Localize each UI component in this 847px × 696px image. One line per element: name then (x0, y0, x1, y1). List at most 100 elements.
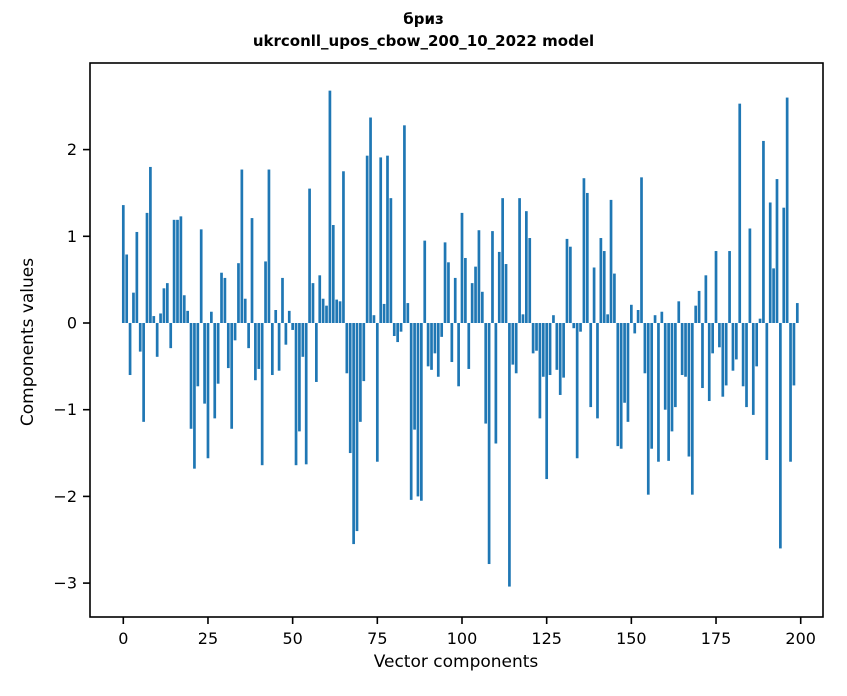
bar-component-26 (210, 311, 213, 323)
y-axis-label: Components values (18, 257, 38, 427)
x-tick-label: 200 (785, 629, 816, 648)
bar-component-149 (626, 323, 630, 422)
bar-component-1 (125, 254, 129, 323)
bar-component-139 (592, 267, 596, 323)
bar-component-69 (355, 323, 359, 532)
bar-component-132 (569, 246, 572, 323)
bar-component-7 (145, 212, 149, 323)
bar-component-17 (179, 216, 183, 323)
y-tick-label: −2 (53, 487, 77, 506)
bar-component-135 (579, 323, 582, 332)
bar-component-142 (602, 251, 606, 323)
bar-component-129 (558, 323, 562, 395)
bar-component-97 (450, 323, 454, 363)
bar-component-107 (484, 323, 488, 424)
bar-component-167 (687, 323, 691, 457)
bar-component-6 (142, 323, 145, 422)
bar-component-57 (315, 323, 318, 382)
bar-component-196 (785, 97, 789, 323)
bar-component-125 (545, 323, 549, 480)
bar-component-92 (433, 323, 437, 354)
bar-component-18 (182, 295, 186, 323)
bar-component-134 (575, 323, 579, 459)
bar-component-112 (501, 198, 504, 323)
bar-component-163 (674, 323, 677, 408)
bar-component-95 (443, 242, 447, 323)
bar-component-33 (233, 323, 237, 341)
bar-component-162 (670, 323, 674, 432)
bar-component-91 (430, 323, 433, 370)
bar-component-161 (667, 323, 670, 461)
bar-component-113 (504, 264, 508, 323)
bar-component-52 (298, 323, 301, 432)
bar-component-65 (342, 171, 345, 323)
bar-component-176 (718, 323, 721, 348)
bar-component-136 (582, 178, 586, 323)
bar-component-117 (518, 198, 521, 323)
bar-component-62 (331, 225, 335, 323)
bar-component-90 (426, 323, 430, 367)
bar-component-169 (694, 305, 698, 323)
bar-component-36 (243, 298, 247, 323)
bar-component-166 (684, 323, 687, 377)
bar-component-43 (267, 169, 271, 323)
bar-component-16 (176, 219, 179, 323)
bar-component-127 (552, 315, 555, 323)
bar-component-67 (348, 323, 352, 454)
bar-component-152 (636, 310, 640, 324)
bar-component-29 (220, 272, 223, 323)
x-tick-label: 75 (367, 629, 387, 648)
bar-component-168 (690, 323, 694, 495)
bar-component-73 (369, 117, 372, 324)
bar-component-85 (409, 323, 413, 500)
bar-component-49 (287, 310, 291, 323)
bar-component-19 (186, 310, 189, 323)
bar-component-180 (731, 323, 735, 371)
bar-component-5 (138, 323, 142, 352)
bar-component-68 (352, 323, 355, 545)
bar-component-175 (714, 251, 718, 323)
bar-component-59 (321, 298, 325, 323)
bar-component-48 (284, 323, 288, 345)
bar-component-170 (697, 290, 701, 323)
bar-component-157 (653, 315, 657, 323)
bar-component-178 (724, 323, 728, 386)
x-tick-label: 150 (616, 629, 647, 648)
x-tick-label: 25 (198, 629, 218, 648)
bar-component-199 (795, 303, 799, 323)
bar-component-87 (416, 323, 420, 497)
bar-component-119 (525, 211, 528, 323)
bar-component-8 (149, 166, 152, 323)
bar-component-71 (362, 323, 366, 382)
bar-component-122 (535, 323, 538, 351)
bar-component-35 (240, 169, 244, 323)
x-axis-label: Vector components (373, 652, 539, 672)
bar-component-141 (599, 238, 603, 323)
bar-component-54 (304, 323, 308, 465)
axes-frame (89, 62, 824, 618)
bar-component-193 (775, 179, 779, 323)
bar-component-120 (528, 238, 532, 323)
bar-component-159 (660, 311, 664, 323)
bar-component-153 (640, 177, 643, 323)
y-tick-label: 1 (67, 227, 77, 246)
bar-component-11 (159, 313, 162, 323)
bar-component-27 (213, 323, 217, 419)
bar-component-150 (630, 304, 633, 323)
bar-component-191 (768, 202, 772, 323)
x-tick-label: 100 (447, 629, 478, 648)
bar-component-82 (399, 323, 403, 332)
bar-component-64 (338, 301, 342, 323)
bar-component-53 (301, 323, 305, 357)
bar-component-100 (460, 212, 464, 323)
bar-component-66 (345, 323, 349, 374)
x-tick-label: 175 (701, 629, 732, 648)
bar-component-155 (646, 323, 650, 495)
bar-component-42 (264, 261, 267, 323)
bar-component-37 (247, 323, 250, 349)
bar-component-10 (155, 323, 159, 357)
bar-component-80 (392, 323, 396, 337)
bar-component-25 (206, 323, 210, 459)
bar-component-190 (765, 323, 769, 460)
